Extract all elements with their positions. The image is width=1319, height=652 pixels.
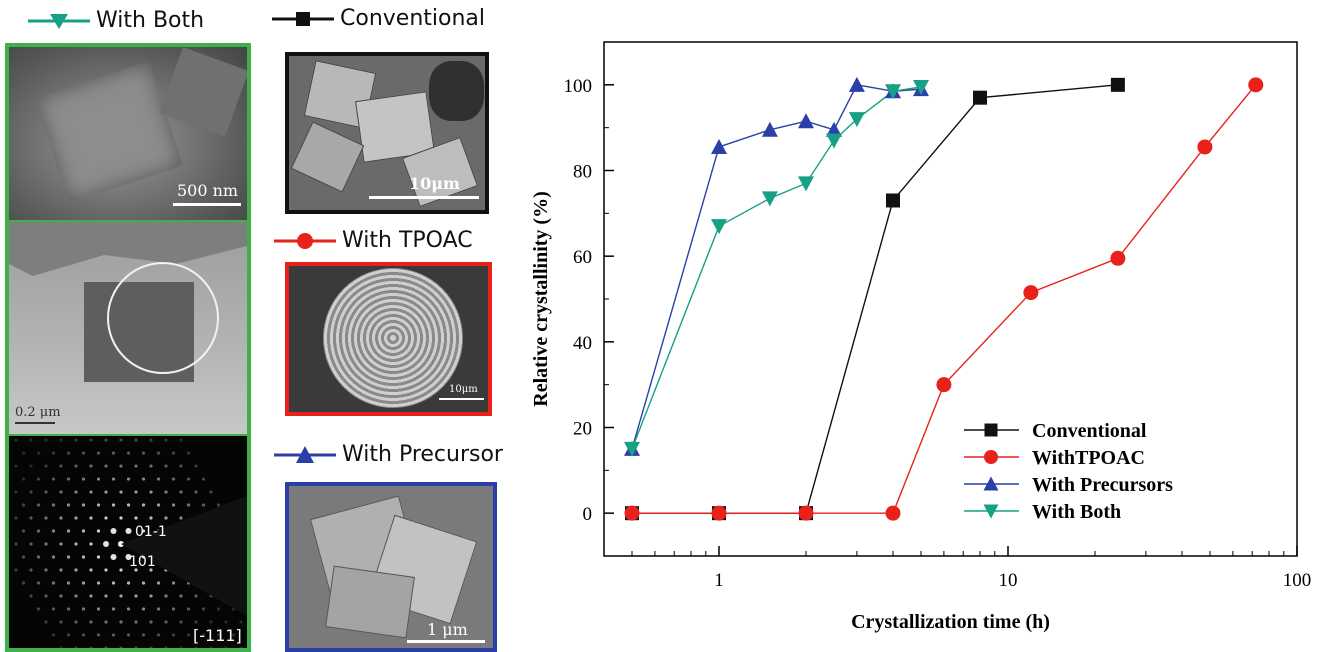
- chart-legend: Conventional WithTPOAC With Precursors With…: [964, 420, 1173, 523]
- saed-label-01-1: 01-1: [135, 524, 167, 540]
- data-point-with-both: [913, 79, 930, 95]
- data-point-withtpoac: [1023, 285, 1039, 301]
- crystallinity-chart: 1 10 100 0 20 40 60 80 100 Crystallization time …: [530, 41, 1312, 633]
- conventional-image-panel: 10μm: [285, 52, 489, 214]
- tem-scale-label: 0.2 μm: [15, 405, 61, 420]
- series-line-with-both: [631, 86, 922, 450]
- legend-label-with-precursors: With Precursors: [1032, 474, 1173, 496]
- data-point-with-precursors: [761, 121, 778, 137]
- data-point-with-precursors: [711, 138, 728, 154]
- with-tpoac-marker-icon: [274, 232, 336, 249]
- data-point-withtpoac: [711, 505, 727, 521]
- with-precursor-scale-label: 1 μm: [427, 620, 468, 639]
- with-both-marker-icon: [28, 13, 90, 29]
- conventional-scale-bar: [369, 196, 479, 199]
- legend-marker-withtpoac: [984, 450, 998, 464]
- data-point-with-both: [884, 84, 901, 100]
- saed-pattern-with-both: 01-1 101 [-111]: [9, 436, 247, 648]
- with-tpoac-scale-label: 10μm: [449, 384, 478, 395]
- legend-label-with-both: With Both: [1032, 501, 1121, 523]
- sem-scale-bar: [173, 203, 241, 206]
- conventional-marker-icon: [272, 11, 334, 26]
- data-point-with-precursors: [826, 121, 843, 137]
- data-point-conventional: [885, 193, 900, 208]
- y-tick-label: 0: [583, 504, 593, 525]
- y-tick-label: 40: [573, 333, 592, 354]
- tem-scale-bar: [15, 422, 55, 424]
- with-precursor-image-panel: 1 μm: [285, 482, 497, 652]
- legend-with-both: With Both: [28, 8, 204, 33]
- sem-scale-label: 500 nm: [177, 181, 239, 200]
- legend-marker-conventional: [984, 423, 998, 437]
- with-both-image-panel: 500 nm 0.2 μm 01-1 101 [-111]: [5, 43, 251, 652]
- y-tick-label: 80: [573, 162, 592, 183]
- data-point-with-both: [848, 112, 865, 128]
- conventional-scale-label: 10μm: [409, 174, 460, 193]
- saed-zone-axis: [-111]: [193, 626, 242, 645]
- data-point-with-both: [798, 176, 815, 192]
- legend-with-tpoac-label: With TPOAC: [342, 228, 473, 253]
- y-tick-label: 60: [573, 247, 592, 268]
- with-precursor-marker-icon: [274, 445, 336, 463]
- x-axis-label: Crystallization time (h): [851, 611, 1050, 633]
- data-point-with-both: [826, 133, 843, 149]
- legend-conventional-label: Conventional: [340, 6, 485, 31]
- saed-label-101: 101: [129, 554, 156, 570]
- data-point-with-both: [761, 191, 778, 207]
- tem-image-with-both: 0.2 μm: [9, 222, 247, 434]
- sem-image-with-both: 500 nm: [9, 47, 247, 220]
- x-tick-label: 1: [714, 570, 724, 591]
- with-tpoac-scale-bar: [439, 398, 484, 400]
- data-point-with-precursors: [798, 113, 815, 129]
- y-tick-label: 20: [573, 419, 592, 440]
- data-point-with-precursors: [848, 76, 865, 92]
- data-point-withtpoac: [798, 505, 814, 521]
- data-point-conventional: [972, 90, 987, 105]
- x-tick-label: 100: [1283, 570, 1312, 591]
- data-point-conventional: [1110, 77, 1125, 92]
- series-line-withtpoac: [632, 84, 1257, 514]
- y-axis-label: Relative crystallinity (%): [530, 191, 552, 407]
- saed-dots: [14, 438, 247, 648]
- with-precursor-scale-bar: [407, 640, 485, 643]
- legend-marker-with-precursors: [983, 476, 999, 491]
- data-point-with-both: [624, 441, 641, 457]
- legend-label-withtpoac: WithTPOAC: [1032, 447, 1145, 469]
- data-point-withtpoac: [1110, 250, 1126, 266]
- legend-with-precursor: With Precursor: [274, 442, 503, 467]
- data-point-with-both: [711, 219, 728, 235]
- data-point-withtpoac: [624, 505, 640, 521]
- data-point-withtpoac: [885, 505, 901, 521]
- legend-marker-with-both: [983, 504, 999, 519]
- data-point-withtpoac: [936, 377, 952, 393]
- data-point-withtpoac: [1248, 77, 1264, 93]
- with-tpoac-image-panel: 10μm: [285, 262, 492, 416]
- y-tick-label: 100: [564, 76, 593, 97]
- legend-with-precursor-label: With Precursor: [342, 442, 503, 467]
- data-point-withtpoac: [1197, 139, 1213, 155]
- legend-with-tpoac: With TPOAC: [274, 228, 473, 253]
- legend-label-conventional: Conventional: [1032, 420, 1147, 442]
- plot-frame: [603, 41, 1298, 557]
- x-tick-label: 10: [999, 570, 1018, 591]
- legend-conventional: Conventional: [272, 6, 485, 31]
- legend-with-both-label: With Both: [96, 8, 205, 33]
- series-line-with-precursors: [631, 84, 922, 450]
